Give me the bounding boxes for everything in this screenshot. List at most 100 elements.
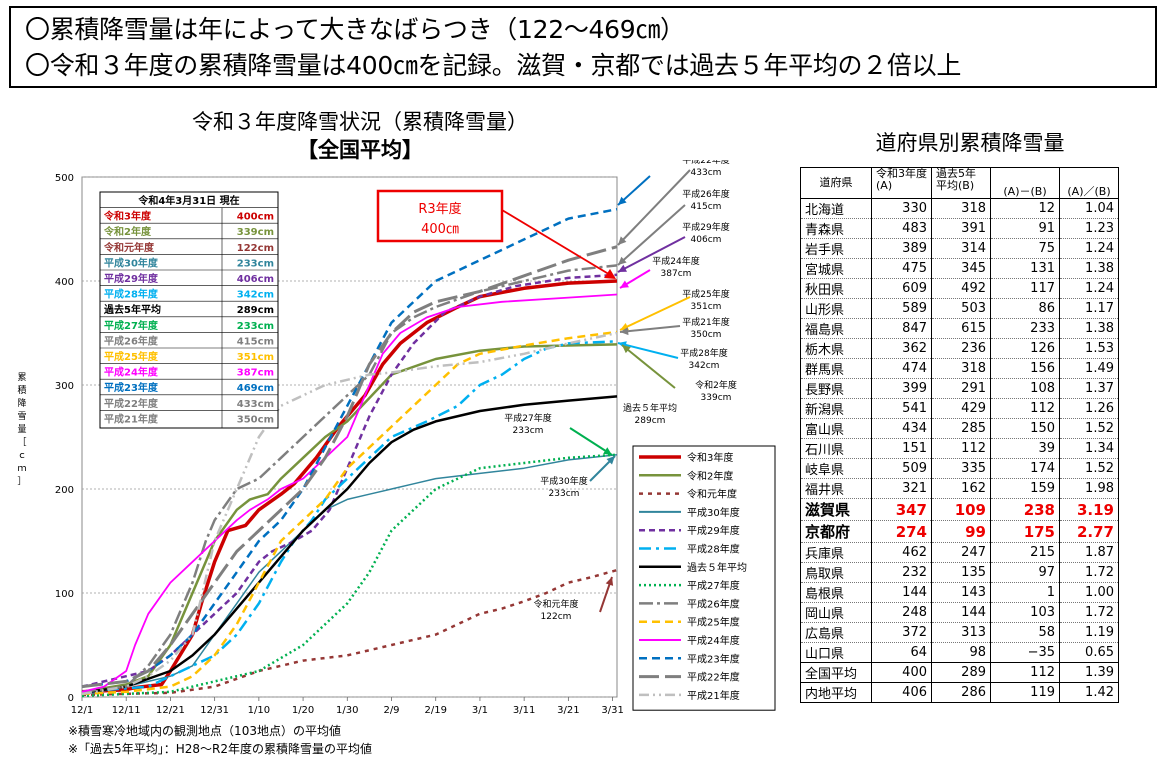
cell-value: 285 xyxy=(931,418,991,439)
callout-arrow xyxy=(617,236,686,273)
table-header-3: (A)－(B) xyxy=(990,167,1060,199)
inset-series-value: 387cm xyxy=(237,368,274,379)
legend-label: 過去５年平均 xyxy=(687,561,747,574)
y-axis-label-char: ｍ xyxy=(17,464,26,474)
cell-value: 1.24 xyxy=(1059,238,1119,259)
table-row: 石川県 151 112 39 1.34 xyxy=(800,438,1119,459)
legend-label: 令和3年度 xyxy=(687,451,733,464)
chart-title-line-1: 令和３年度降雪状況（累積降雪量） xyxy=(192,110,528,134)
callout-label: 平成22年度 xyxy=(682,160,729,166)
legend-label: 平成30年度 xyxy=(687,506,740,519)
inset-series-name: 平成25年度 xyxy=(104,350,159,363)
table-row: 長野県 399 291 108 1.37 xyxy=(800,378,1119,399)
x-tick-label: 1/20 xyxy=(292,705,314,716)
cell-value: 291 xyxy=(931,378,991,399)
inset-series-name: 平成28年度 xyxy=(104,288,159,301)
table-row: 岩手県 389 314 75 1.24 xyxy=(800,238,1119,259)
note-line-2: ※「過去5年平均」：H28～R2年度の累積降雪量の平均値 xyxy=(68,742,372,756)
y-tick-label: 300 xyxy=(55,381,74,392)
x-tick-label: 3/11 xyxy=(513,705,535,716)
cell-value: 609 xyxy=(871,278,932,299)
inset-series-name: 平成24年度 xyxy=(104,366,159,379)
table-row: 群馬県 474 318 156 1.49 xyxy=(800,358,1119,379)
cell-value: 589 xyxy=(871,298,932,319)
cell-value: 1.17 xyxy=(1059,298,1119,319)
cell-value: 399 xyxy=(871,378,932,399)
cell-value: 97 xyxy=(990,562,1060,583)
cell-value: 347 xyxy=(871,498,932,521)
callout-arrow xyxy=(617,169,691,246)
cell-value: 429 xyxy=(931,398,991,419)
cell-value: 159 xyxy=(990,478,1060,499)
callout-arrowhead xyxy=(618,256,627,265)
cell-value: 1.38 xyxy=(1059,318,1119,339)
inset-series-value: 351cm xyxy=(237,352,274,363)
cell-prefecture: 鳥取県 xyxy=(800,562,872,583)
cell-prefecture: 栃木県 xyxy=(800,338,872,359)
cell-value: 1.19 xyxy=(1059,622,1119,643)
inset-series-name: 令和元年度 xyxy=(103,241,155,254)
callout-arrow xyxy=(617,204,686,266)
cell-value: 75 xyxy=(990,238,1060,259)
table-row: 岐阜県 509 335 174 1.52 xyxy=(800,458,1119,479)
callout-value: 342cm xyxy=(689,361,720,371)
inset-series-name: 平成26年度 xyxy=(104,334,159,347)
y-axis-label-char: ｃ xyxy=(17,451,26,461)
cell-value: 248 xyxy=(871,602,932,623)
cell-value: 314 xyxy=(931,238,991,259)
cell-prefecture: 広島県 xyxy=(800,622,872,643)
y-axis-label-char: ］ xyxy=(17,476,26,487)
cell-value: 1.37 xyxy=(1059,378,1119,399)
table-row: 内地平均 406 286 119 1.42 xyxy=(800,682,1119,703)
legend-label: 平成23年度 xyxy=(687,652,740,665)
x-tick-label: 1/10 xyxy=(248,705,270,716)
series-line xyxy=(81,395,618,695)
callout-arrow xyxy=(619,325,681,333)
series-line xyxy=(81,330,618,696)
inset-series-value: 122cm xyxy=(237,243,274,254)
x-tick-label: 12/1 xyxy=(71,705,93,716)
cell-prefecture: 山形県 xyxy=(800,298,872,319)
cell-value: 1.04 xyxy=(1059,198,1119,219)
callout-value: 233cm xyxy=(513,426,544,436)
inset-series-name: 平成30年度 xyxy=(104,256,159,269)
callout-value: 433cm xyxy=(691,168,722,178)
cell-value: 1.49 xyxy=(1059,358,1119,379)
legend-label: 令和元年度 xyxy=(687,488,737,501)
cell-value: 3.19 xyxy=(1059,498,1119,521)
cell-value: 475 xyxy=(871,258,932,279)
cell-value: 1.42 xyxy=(1059,682,1119,703)
callout-arrow xyxy=(569,427,613,456)
cell-value: 462 xyxy=(871,542,932,563)
note-line-1: ※積雪寒冷地域内の観測地点（103地点）の平均値 xyxy=(68,724,341,738)
cell-value: 103 xyxy=(990,602,1060,623)
callout-value: 415cm xyxy=(691,202,722,212)
cell-value: 847 xyxy=(871,318,932,339)
cell-prefecture: 宮城県 xyxy=(800,258,872,279)
cell-value: 144 xyxy=(871,582,932,603)
inset-series-value: 233cm xyxy=(237,321,274,332)
chart-title: 令和３年度降雪状況（累積降雪量） 【全国平均】 xyxy=(150,108,570,164)
cell-prefecture: 新潟県 xyxy=(800,398,872,419)
cell-value: 330 xyxy=(871,198,932,219)
table-header-4: (A)／(B) xyxy=(1059,167,1119,199)
x-tick-label: 12/11 xyxy=(112,705,141,716)
snowfall-chart: 0 100 200 300 400 500 12/1 12/11 12/21 12/31 1/10 1… xyxy=(17,160,776,716)
notes: ※積雪寒冷地域内の観測地点（103地点）の平均値 ※「過去5年平均」：H28～R… xyxy=(68,722,372,758)
series-line xyxy=(81,293,618,693)
table-row: 新潟県 541 429 112 1.26 xyxy=(800,398,1119,419)
table-row: 福井県 321 162 159 1.98 xyxy=(800,478,1119,499)
series-line xyxy=(81,453,618,698)
cell-value: 1 xyxy=(990,582,1060,603)
callout-value: 387cm xyxy=(661,269,692,279)
y-tick-label: 200 xyxy=(55,485,74,496)
inset-series-value: 433cm xyxy=(237,399,274,410)
series-line xyxy=(81,331,618,696)
cell-value: 112 xyxy=(931,438,991,459)
cell-value: 483 xyxy=(871,218,932,239)
cell-value: 1.52 xyxy=(1059,418,1119,439)
callout-value: 233cm xyxy=(549,489,580,499)
r3-callout-line-1: R3年度 xyxy=(418,201,461,217)
cell-value: 391 xyxy=(931,218,991,239)
callout-arrow xyxy=(619,296,691,331)
